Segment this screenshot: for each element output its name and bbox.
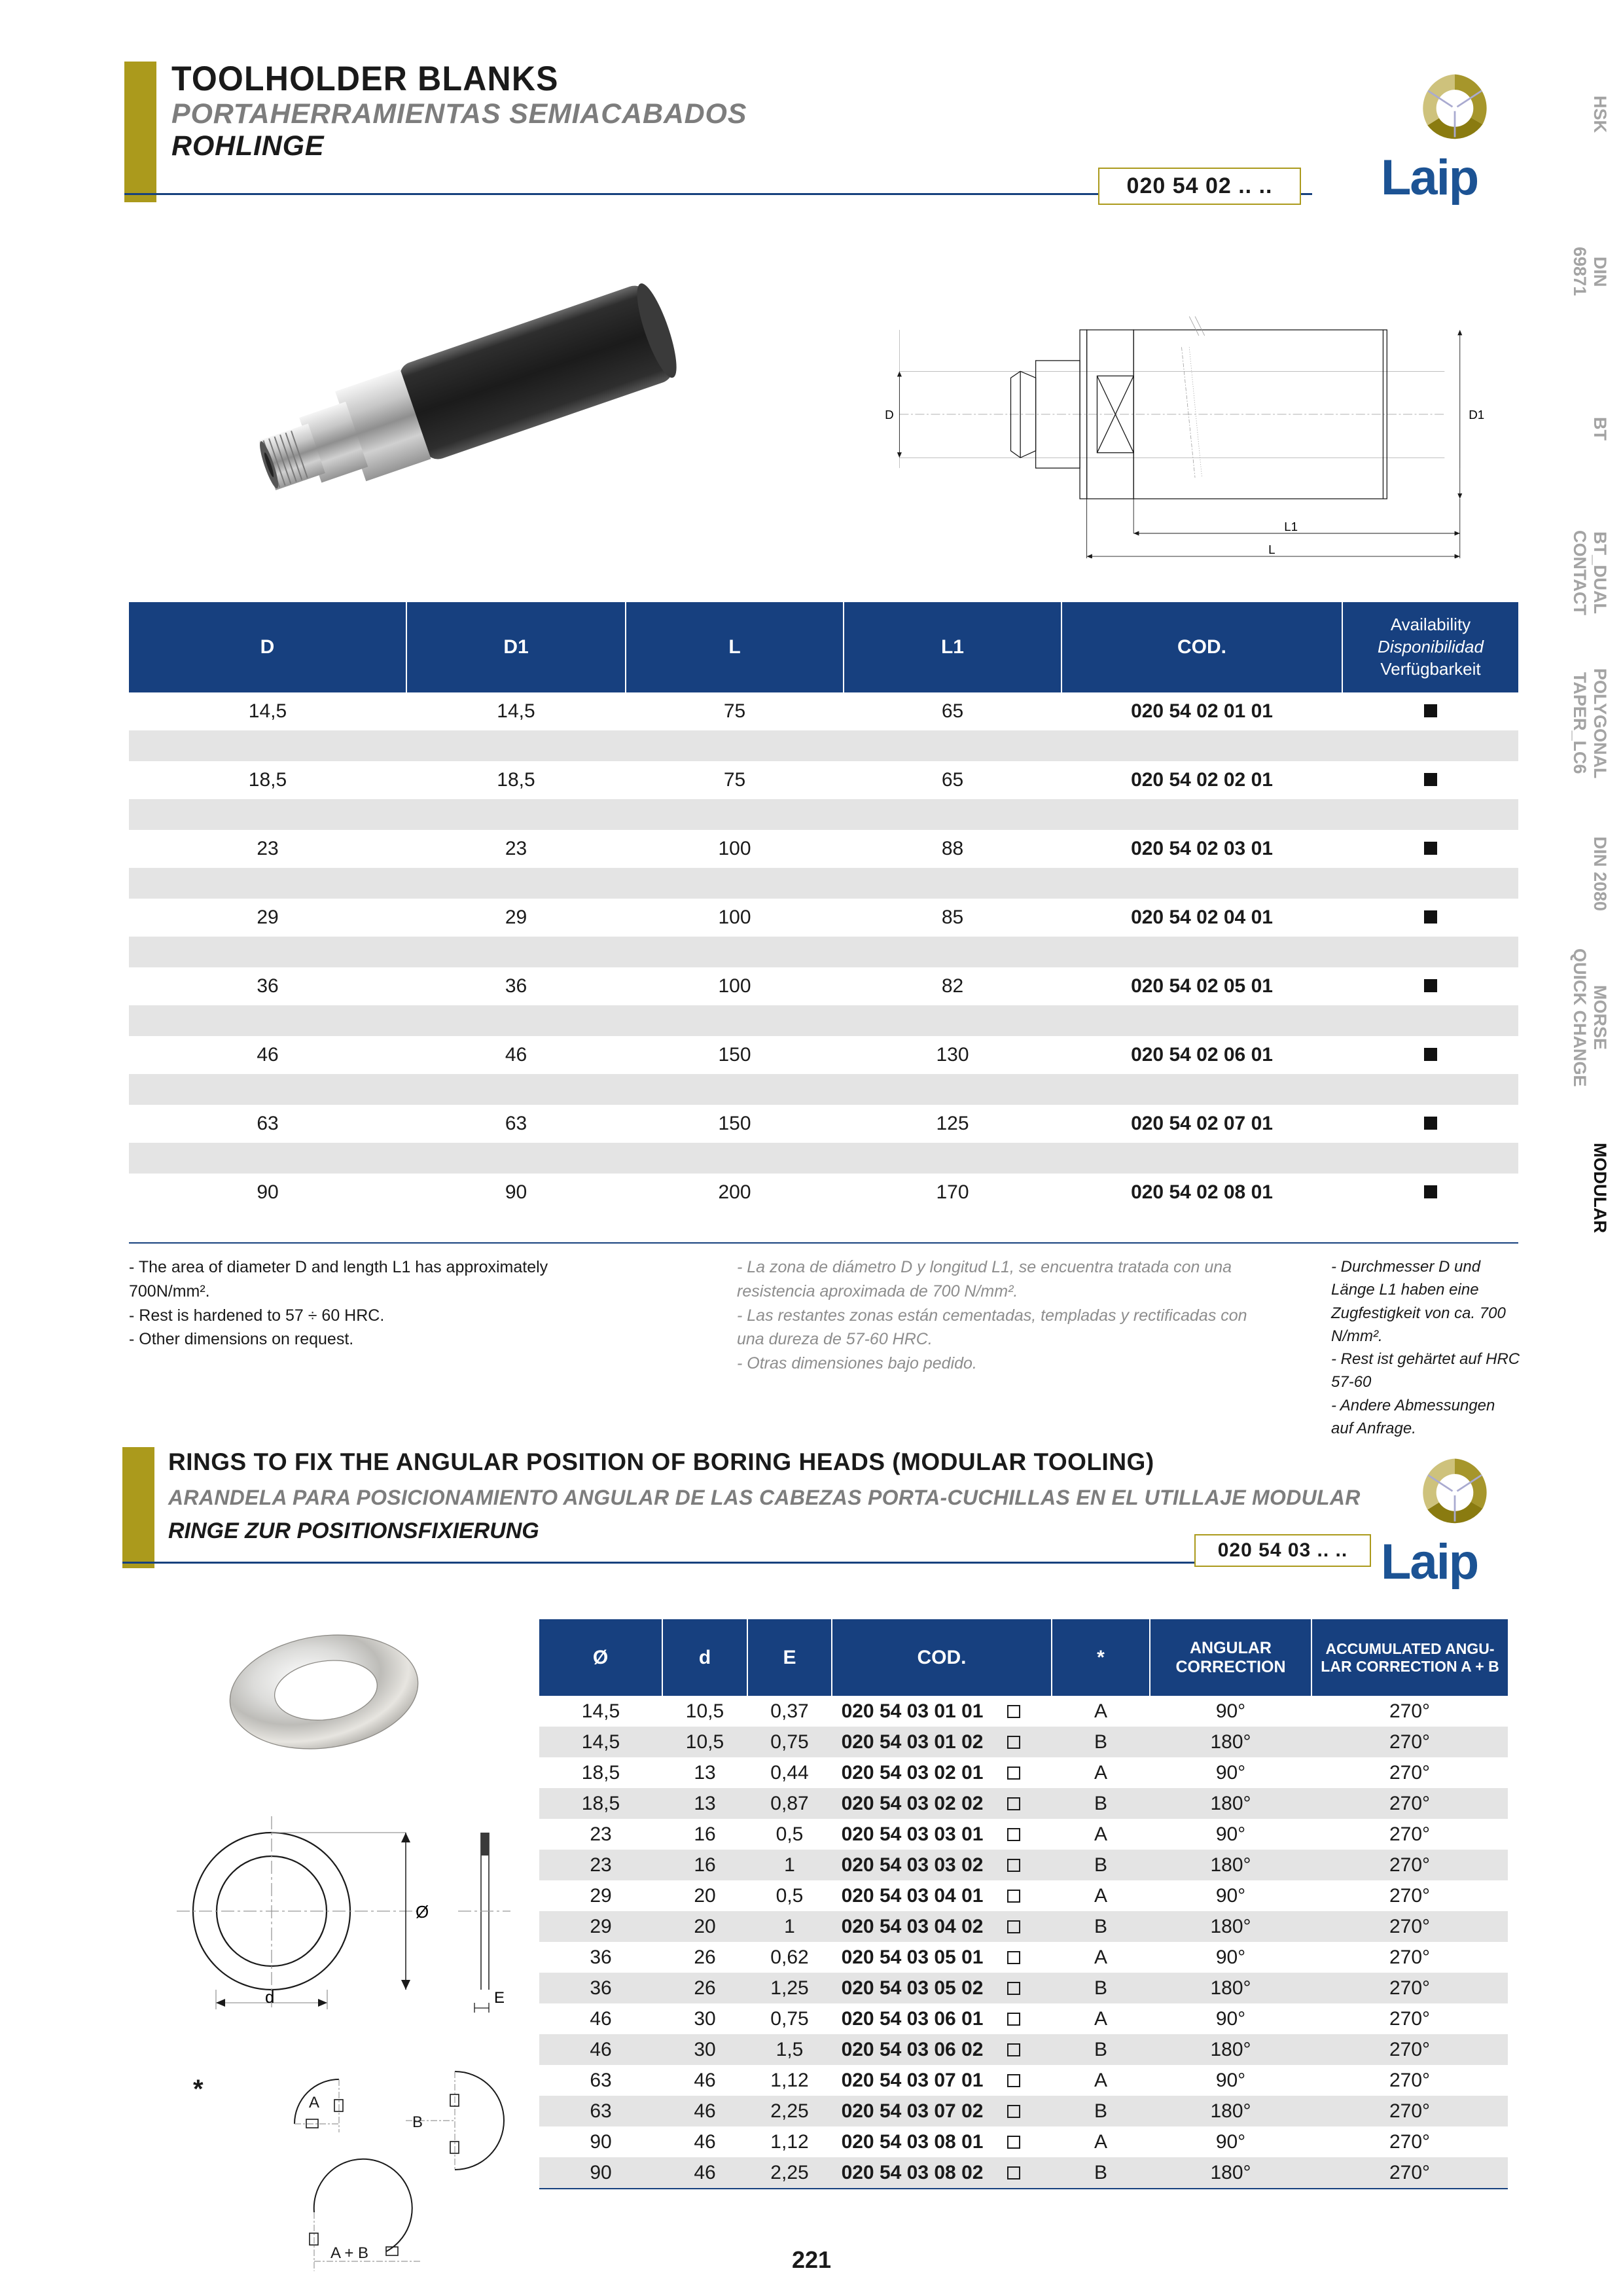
svg-text:A: A xyxy=(309,2094,319,2111)
svg-text:E: E xyxy=(494,1989,505,2007)
svg-text:D: D xyxy=(885,408,894,422)
svg-text:d: d xyxy=(265,1987,274,2007)
svg-text:A + B: A + B xyxy=(330,2244,368,2262)
svg-text:B: B xyxy=(412,2113,423,2131)
svg-text:L1: L1 xyxy=(1284,520,1298,533)
svg-text:Ø: Ø xyxy=(416,1902,429,1922)
svg-text:D1: D1 xyxy=(1469,408,1484,422)
svg-text:L: L xyxy=(1268,543,1275,556)
